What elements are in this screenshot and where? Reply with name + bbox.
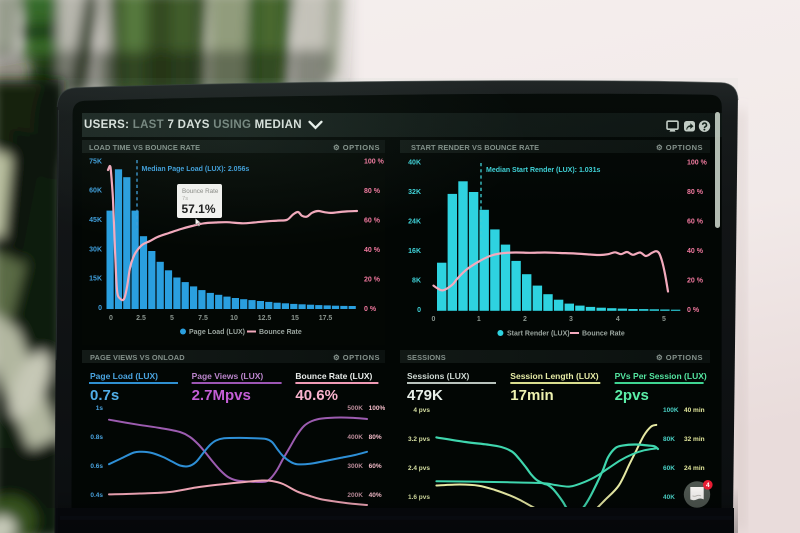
svg-text:1s: 1s bbox=[96, 405, 104, 412]
svg-text:100 %: 100 % bbox=[687, 160, 708, 167]
svg-text:60%: 60% bbox=[369, 463, 382, 470]
svg-text:80 %: 80 % bbox=[687, 189, 704, 196]
svg-text:12.5: 12.5 bbox=[258, 315, 272, 322]
svg-text:Median Page Load (LUX): 2.056s: Median Page Load (LUX): 2.056s bbox=[142, 166, 250, 173]
svg-text:80%: 80% bbox=[369, 434, 382, 441]
svg-text:8K: 8K bbox=[412, 278, 421, 285]
svg-text:40 %: 40 % bbox=[687, 248, 704, 255]
svg-text:10: 10 bbox=[230, 315, 238, 322]
svg-text:Bounce Rate: Bounce Rate bbox=[259, 329, 302, 336]
svg-text:0.7s: 0.7s bbox=[90, 387, 119, 404]
svg-text:3.2 pvs: 3.2 pvs bbox=[408, 436, 430, 443]
svg-text:40K: 40K bbox=[663, 494, 675, 501]
svg-text:Bounce Rate: Bounce Rate bbox=[182, 188, 219, 195]
svg-text:80K: 80K bbox=[663, 436, 675, 443]
svg-text:Sessions (LUX): Sessions (LUX) bbox=[407, 371, 470, 381]
svg-text:40 %: 40 % bbox=[364, 247, 381, 254]
svg-text:Page Views (LUX): Page Views (LUX) bbox=[192, 371, 264, 381]
svg-text:PVs Per Session (LUX): PVs Per Session (LUX) bbox=[615, 371, 707, 381]
svg-text:0: 0 bbox=[98, 305, 102, 312]
svg-text:2pvs: 2pvs bbox=[615, 387, 649, 404]
svg-text:200K: 200K bbox=[347, 492, 363, 499]
svg-text:45K: 45K bbox=[89, 217, 102, 224]
svg-text:2.4 pvs: 2.4 pvs bbox=[408, 465, 430, 472]
svg-text:20 %: 20 % bbox=[687, 278, 704, 285]
svg-text:20 %: 20 % bbox=[364, 277, 381, 284]
svg-text:24 min: 24 min bbox=[684, 465, 705, 472]
svg-text:0.6s: 0.6s bbox=[90, 463, 103, 470]
svg-text:479K: 479K bbox=[407, 387, 443, 404]
svg-text:100%: 100% bbox=[369, 405, 385, 412]
svg-text:32K: 32K bbox=[408, 189, 421, 196]
svg-text:3: 3 bbox=[569, 316, 573, 323]
svg-text:5: 5 bbox=[170, 315, 174, 322]
svg-text:57.1%: 57.1% bbox=[182, 202, 216, 216]
svg-text:24K: 24K bbox=[408, 219, 421, 226]
svg-text:0 %: 0 % bbox=[687, 307, 700, 314]
svg-text:Start Render (LUX): Start Render (LUX) bbox=[507, 331, 570, 338]
svg-text:100 %: 100 % bbox=[364, 159, 385, 166]
svg-text:Bounce Rate: Bounce Rate bbox=[582, 331, 625, 338]
svg-text:Median Start Render (LUX): 1.0: Median Start Render (LUX): 1.031s bbox=[486, 167, 600, 174]
svg-text:4: 4 bbox=[706, 482, 710, 489]
svg-text:40.6%: 40.6% bbox=[295, 387, 338, 404]
svg-text:7.5: 7.5 bbox=[198, 315, 208, 322]
svg-text:Page Load (LUX): Page Load (LUX) bbox=[189, 329, 245, 336]
svg-text:0: 0 bbox=[109, 315, 113, 322]
svg-text:75K: 75K bbox=[89, 159, 102, 166]
svg-text:60K: 60K bbox=[663, 465, 675, 472]
svg-text:15: 15 bbox=[291, 315, 299, 322]
svg-text:60 %: 60 % bbox=[687, 219, 704, 226]
svg-text:17min: 17min bbox=[510, 387, 553, 404]
svg-text:0: 0 bbox=[417, 307, 421, 314]
svg-text:2.7Mpvs: 2.7Mpvs bbox=[192, 387, 251, 404]
svg-text:Bounce Rate (LUX): Bounce Rate (LUX) bbox=[295, 371, 372, 381]
svg-text:0: 0 bbox=[432, 316, 436, 323]
svg-text:60K: 60K bbox=[89, 188, 102, 195]
svg-text:500K: 500K bbox=[347, 405, 363, 412]
svg-text:1.6 pvs: 1.6 pvs bbox=[408, 494, 430, 501]
svg-text:Page Load (LUX): Page Load (LUX) bbox=[90, 371, 158, 381]
svg-text:80 %: 80 % bbox=[364, 188, 381, 195]
svg-text:0 %: 0 % bbox=[364, 306, 377, 313]
svg-text:4 pvs: 4 pvs bbox=[413, 407, 430, 414]
svg-text:16K: 16K bbox=[408, 248, 421, 255]
svg-text:2.5: 2.5 bbox=[136, 315, 146, 322]
svg-text:400K: 400K bbox=[347, 434, 363, 441]
svg-text:15K: 15K bbox=[89, 276, 102, 283]
svg-text:4: 4 bbox=[616, 316, 620, 323]
svg-text:2: 2 bbox=[523, 316, 527, 323]
svg-text:300K: 300K bbox=[347, 463, 363, 470]
svg-text:1: 1 bbox=[477, 316, 481, 323]
svg-text:17.5: 17.5 bbox=[319, 315, 333, 322]
svg-text:32 min: 32 min bbox=[684, 436, 705, 443]
svg-text:40K: 40K bbox=[408, 160, 421, 167]
svg-text:40%: 40% bbox=[369, 492, 382, 499]
svg-text:7s: 7s bbox=[182, 196, 188, 202]
svg-text:0.8s: 0.8s bbox=[90, 434, 103, 441]
svg-text:40 min: 40 min bbox=[684, 407, 705, 414]
svg-text:5: 5 bbox=[662, 316, 666, 323]
svg-text:60 %: 60 % bbox=[364, 218, 381, 225]
svg-text:0.4s: 0.4s bbox=[90, 492, 103, 499]
svg-text:30K: 30K bbox=[89, 247, 102, 254]
svg-text:Session Length (LUX): Session Length (LUX) bbox=[510, 371, 598, 381]
svg-text:100K: 100K bbox=[663, 407, 679, 414]
